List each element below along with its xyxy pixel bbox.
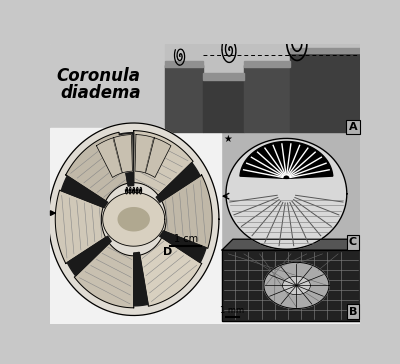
Bar — [50, 132, 360, 324]
Text: 1 cm: 1 cm — [174, 234, 198, 244]
Polygon shape — [134, 131, 193, 195]
Polygon shape — [156, 163, 200, 202]
Text: 1 mm: 1 mm — [220, 306, 244, 315]
Polygon shape — [264, 262, 329, 309]
Bar — [165, 44, 360, 132]
Polygon shape — [360, 239, 371, 321]
Bar — [50, 128, 220, 324]
Text: diadema: diadema — [61, 84, 142, 102]
Bar — [244, 65, 290, 132]
Polygon shape — [162, 175, 212, 248]
Bar — [165, 65, 204, 132]
Polygon shape — [114, 135, 132, 173]
Polygon shape — [67, 236, 111, 276]
Text: ★: ★ — [224, 134, 232, 144]
Polygon shape — [146, 138, 171, 178]
Polygon shape — [48, 123, 219, 316]
Polygon shape — [282, 276, 310, 295]
Bar — [290, 48, 368, 53]
Text: Coronula: Coronula — [56, 67, 140, 85]
Text: C: C — [349, 237, 357, 248]
Polygon shape — [55, 190, 106, 264]
Polygon shape — [119, 132, 134, 186]
Polygon shape — [140, 238, 202, 306]
Polygon shape — [222, 239, 371, 250]
Polygon shape — [103, 192, 165, 246]
Polygon shape — [61, 176, 108, 208]
Bar — [165, 61, 204, 67]
Bar — [214, 128, 360, 252]
Bar — [244, 61, 290, 67]
Polygon shape — [118, 208, 149, 231]
Polygon shape — [96, 138, 122, 178]
Polygon shape — [74, 243, 134, 308]
Text: D: D — [163, 246, 172, 257]
Bar — [204, 78, 244, 132]
Polygon shape — [240, 142, 333, 178]
Polygon shape — [134, 252, 148, 306]
Bar — [222, 250, 360, 321]
Polygon shape — [135, 135, 154, 173]
Text: A: A — [349, 122, 357, 132]
Polygon shape — [160, 230, 206, 262]
Text: B: B — [349, 306, 357, 317]
Bar — [290, 51, 368, 132]
Polygon shape — [66, 132, 128, 201]
Bar — [222, 250, 360, 321]
Bar — [204, 73, 244, 80]
Polygon shape — [226, 138, 347, 249]
